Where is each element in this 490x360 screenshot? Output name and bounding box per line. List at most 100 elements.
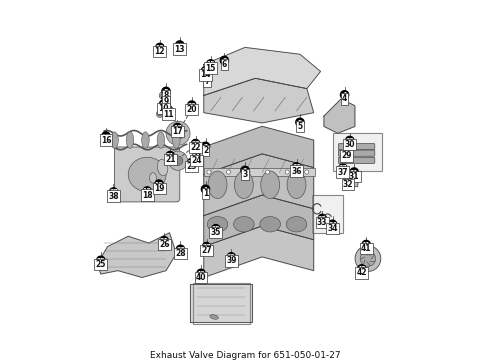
Text: 31: 31 xyxy=(350,170,359,175)
Text: 9: 9 xyxy=(164,95,168,100)
Circle shape xyxy=(201,185,210,193)
Circle shape xyxy=(293,163,301,171)
Circle shape xyxy=(102,132,110,140)
Text: 15: 15 xyxy=(206,62,215,66)
Text: 30: 30 xyxy=(344,140,355,149)
Circle shape xyxy=(162,107,165,110)
Circle shape xyxy=(220,57,228,64)
Text: 1: 1 xyxy=(203,189,208,198)
Polygon shape xyxy=(204,78,314,123)
Text: 32: 32 xyxy=(343,180,353,189)
Text: 41: 41 xyxy=(362,242,370,247)
Text: 4: 4 xyxy=(343,92,347,97)
Ellipse shape xyxy=(286,216,307,232)
Text: 24: 24 xyxy=(191,156,201,165)
Text: 28: 28 xyxy=(175,249,186,258)
Circle shape xyxy=(192,153,200,161)
FancyBboxPatch shape xyxy=(339,144,375,150)
Text: 39: 39 xyxy=(227,255,236,259)
Text: 13: 13 xyxy=(175,42,184,48)
Circle shape xyxy=(227,253,235,261)
Circle shape xyxy=(246,170,250,174)
Text: 5: 5 xyxy=(298,120,302,125)
Ellipse shape xyxy=(208,171,227,198)
Polygon shape xyxy=(204,48,320,95)
Polygon shape xyxy=(333,133,382,171)
Circle shape xyxy=(350,168,358,176)
Text: Exhaust Valve Diagram for 651-050-01-27: Exhaust Valve Diagram for 651-050-01-27 xyxy=(149,351,341,360)
Ellipse shape xyxy=(260,216,280,232)
Text: 38: 38 xyxy=(109,189,118,194)
Text: 21: 21 xyxy=(165,155,175,164)
Circle shape xyxy=(177,46,184,53)
Text: 10: 10 xyxy=(158,104,169,113)
Circle shape xyxy=(175,41,184,49)
Circle shape xyxy=(173,123,181,131)
Circle shape xyxy=(285,170,289,174)
Text: 8: 8 xyxy=(163,91,169,100)
Text: 12: 12 xyxy=(155,47,165,56)
Ellipse shape xyxy=(126,132,134,148)
Ellipse shape xyxy=(142,132,149,148)
Text: 33: 33 xyxy=(318,216,327,221)
Circle shape xyxy=(342,148,350,156)
Circle shape xyxy=(188,158,196,167)
Circle shape xyxy=(156,48,163,55)
Text: 17: 17 xyxy=(173,125,182,130)
FancyBboxPatch shape xyxy=(339,150,375,156)
Circle shape xyxy=(207,60,215,68)
Circle shape xyxy=(241,166,249,175)
Circle shape xyxy=(345,136,354,145)
Polygon shape xyxy=(190,284,252,322)
Circle shape xyxy=(341,91,349,99)
Text: 2: 2 xyxy=(203,144,208,149)
Text: 21: 21 xyxy=(166,153,174,158)
Text: 11: 11 xyxy=(164,107,173,112)
Text: 29: 29 xyxy=(341,152,351,161)
Text: 31: 31 xyxy=(349,172,360,181)
Text: 42: 42 xyxy=(357,269,367,278)
Bar xyxy=(312,195,343,233)
Text: 20: 20 xyxy=(188,103,196,108)
Text: 40: 40 xyxy=(197,271,205,276)
FancyBboxPatch shape xyxy=(339,157,375,163)
Polygon shape xyxy=(204,154,314,216)
Text: 3: 3 xyxy=(243,168,247,173)
Text: 8: 8 xyxy=(164,89,168,94)
Text: 2: 2 xyxy=(203,146,208,155)
Text: 28: 28 xyxy=(176,247,185,252)
Text: 32: 32 xyxy=(343,178,352,183)
Text: 27: 27 xyxy=(202,244,211,249)
Text: 41: 41 xyxy=(361,244,371,253)
Text: 9: 9 xyxy=(163,97,169,106)
Text: 37: 37 xyxy=(338,167,348,176)
Circle shape xyxy=(344,176,352,185)
Circle shape xyxy=(362,240,370,249)
Circle shape xyxy=(339,164,347,172)
Text: 23: 23 xyxy=(187,162,197,171)
Text: 25: 25 xyxy=(97,258,105,263)
Circle shape xyxy=(166,152,174,160)
Circle shape xyxy=(176,245,185,253)
Text: 19: 19 xyxy=(154,184,165,193)
Ellipse shape xyxy=(157,132,165,148)
Circle shape xyxy=(159,92,166,99)
Circle shape xyxy=(165,100,169,103)
Text: 40: 40 xyxy=(196,273,206,282)
Bar xyxy=(194,283,250,324)
Text: 36: 36 xyxy=(291,167,302,176)
Circle shape xyxy=(143,187,151,195)
Circle shape xyxy=(162,87,170,95)
Text: 24: 24 xyxy=(192,154,200,159)
Ellipse shape xyxy=(234,171,253,198)
FancyBboxPatch shape xyxy=(115,147,180,202)
Polygon shape xyxy=(348,171,358,186)
Text: 11: 11 xyxy=(163,109,173,118)
Text: 6: 6 xyxy=(222,58,226,63)
Polygon shape xyxy=(98,233,176,278)
Circle shape xyxy=(201,67,210,75)
Circle shape xyxy=(266,170,270,174)
Circle shape xyxy=(169,151,188,170)
Polygon shape xyxy=(204,126,314,175)
Text: 12: 12 xyxy=(155,45,164,50)
